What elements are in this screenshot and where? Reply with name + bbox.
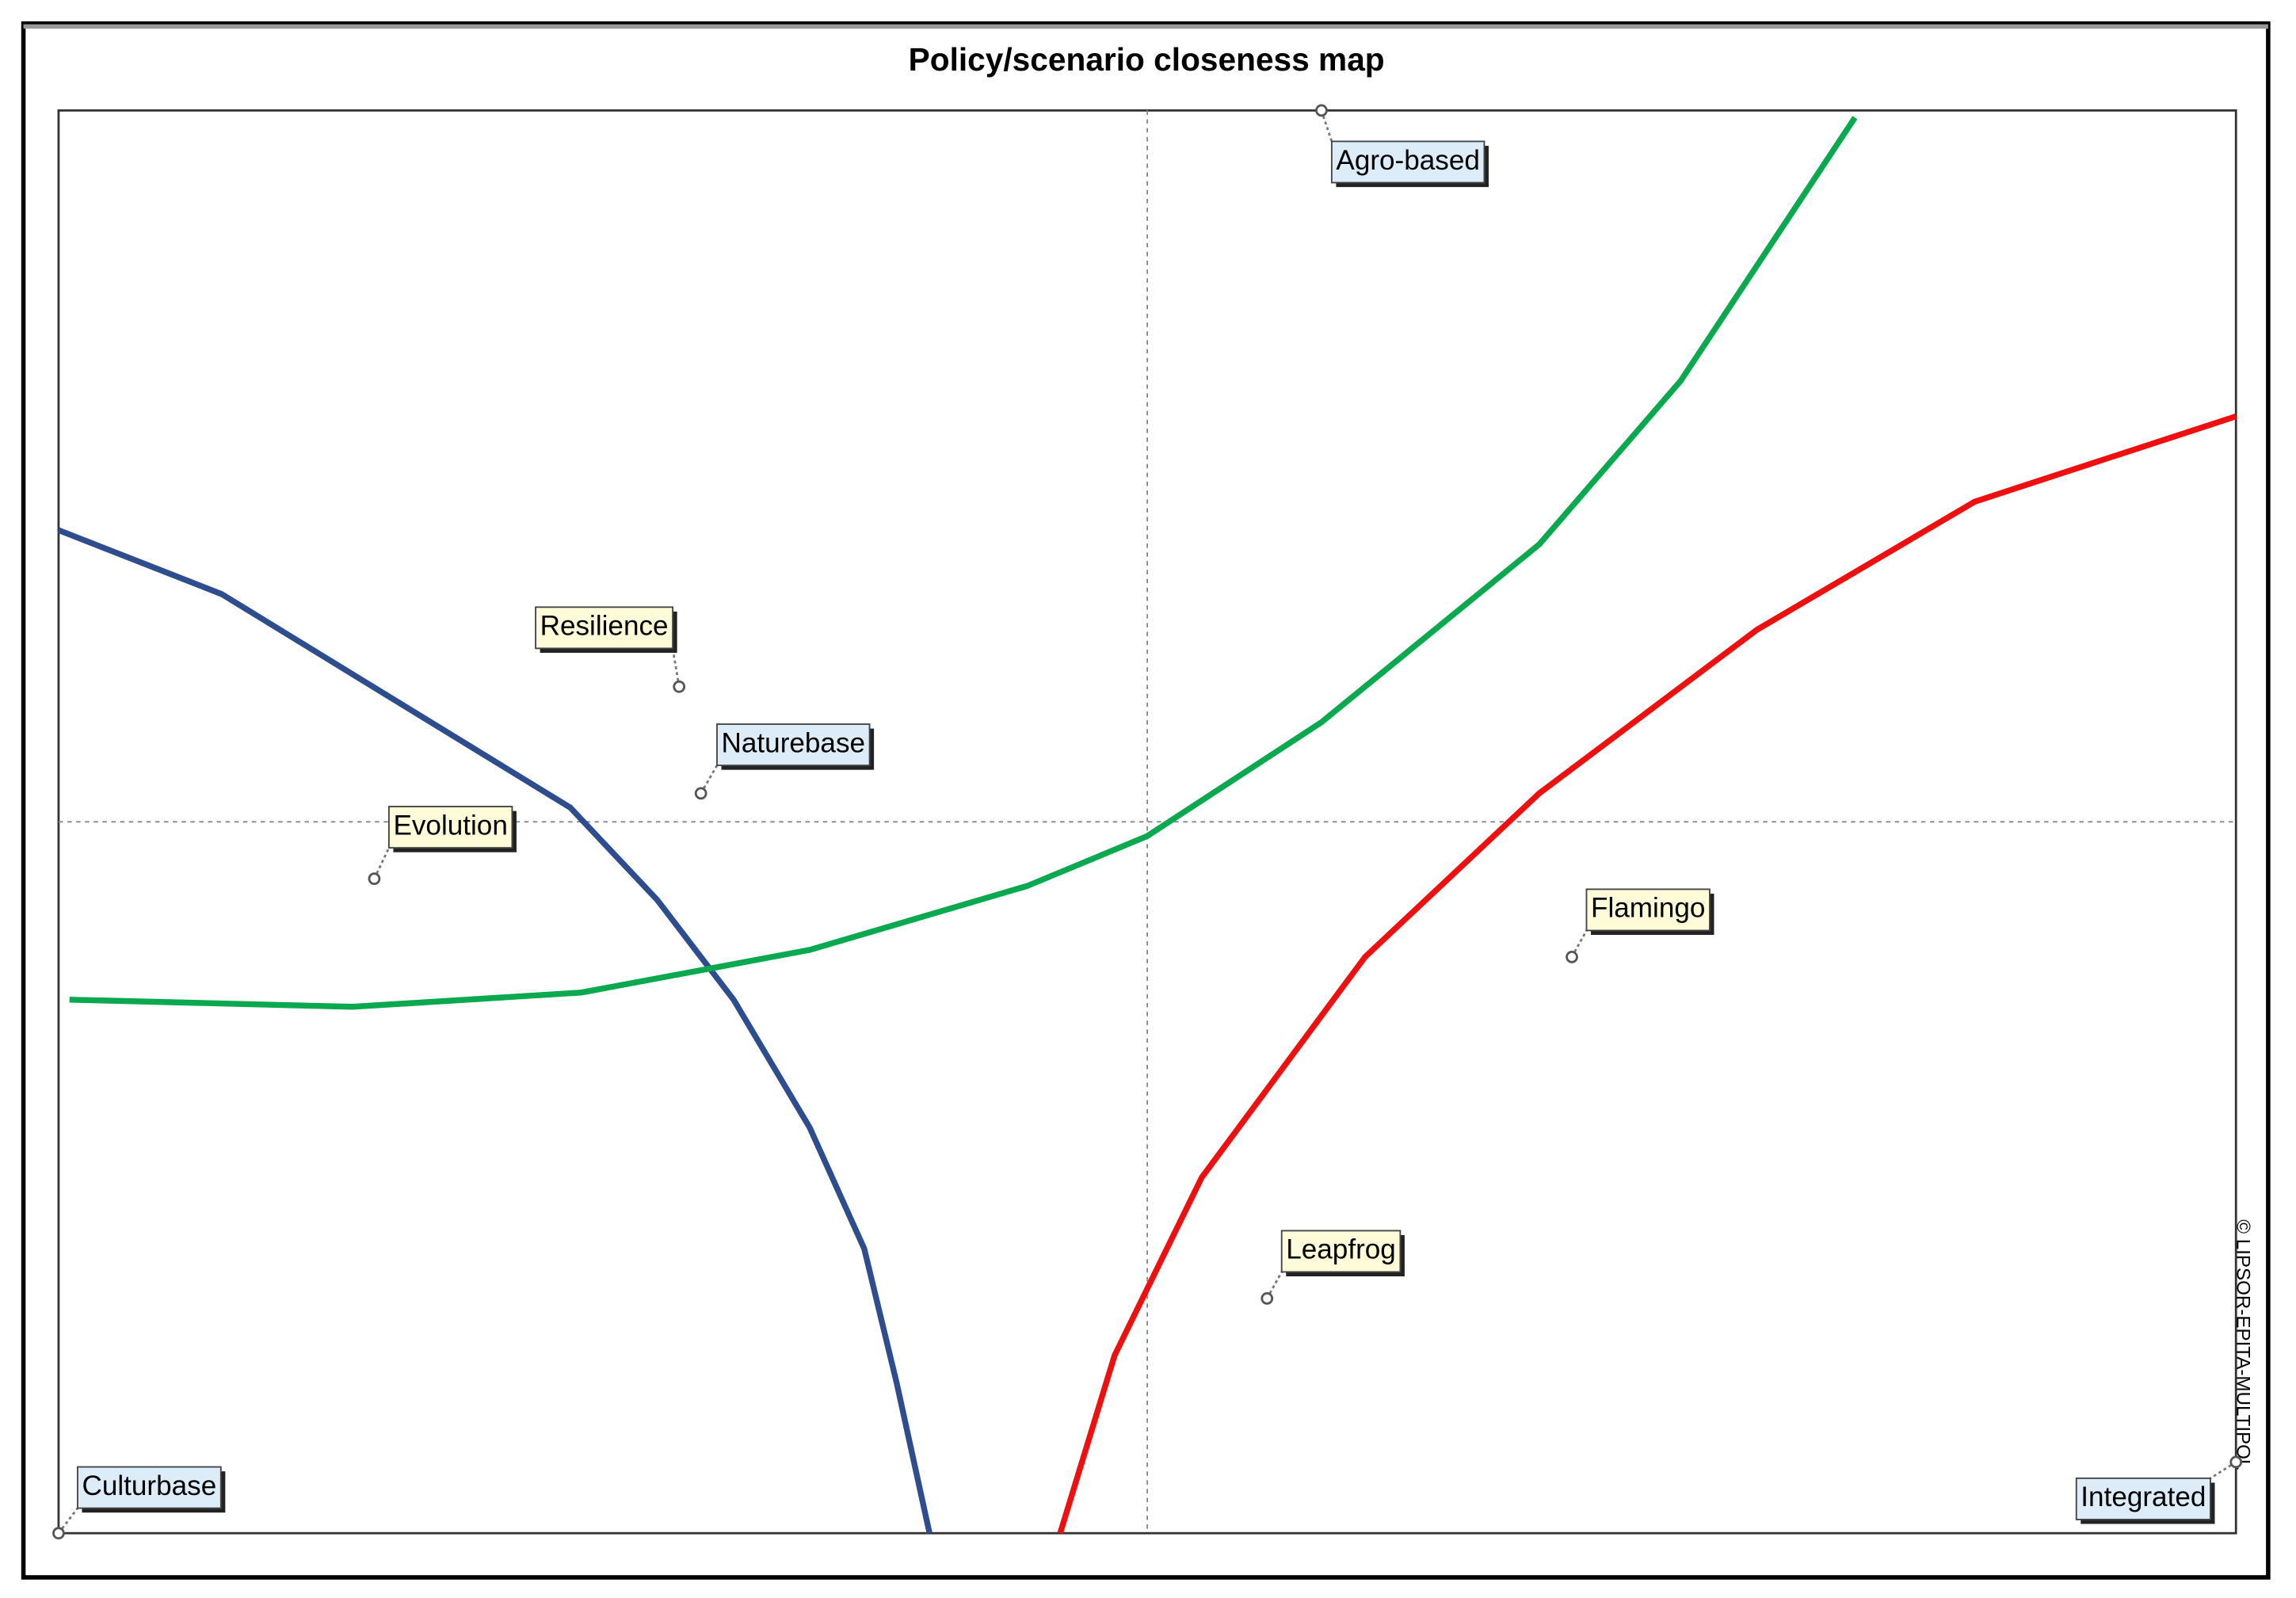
point (52, 1527, 65, 1540)
label-box (1330, 140, 1486, 184)
chart-title: Policy/scenario closeness map (909, 41, 1385, 78)
label-box (716, 723, 871, 767)
point (673, 680, 686, 693)
frame (21, 21, 2271, 1580)
label-box (535, 606, 674, 650)
point (2229, 1455, 2243, 1469)
label-box (77, 1466, 222, 1509)
leader-line (1266, 1271, 1283, 1299)
point-label: Integrated (2081, 1482, 2206, 1512)
label-box (2075, 1477, 2211, 1520)
label-box (387, 806, 513, 849)
point-label: Naturebase (722, 727, 865, 758)
point-label: Leapfrog (1286, 1234, 1396, 1265)
point-label: Resilience (540, 611, 669, 642)
point-label: Culturbase (82, 1470, 216, 1501)
point-label: Flamingo (1591, 893, 1705, 924)
point (694, 787, 707, 800)
point (1261, 1292, 1274, 1305)
point-label: Agro-based (1336, 145, 1479, 176)
label-box (1585, 888, 1711, 932)
leader-line (2210, 1461, 2237, 1480)
point (1315, 104, 1328, 117)
point (368, 872, 381, 886)
credit: © LIPSOR-EPITA-MULTIPOL (2232, 1219, 2253, 1470)
label-box (1280, 1230, 1402, 1273)
point-label: Evolution (393, 810, 507, 841)
curve (1057, 413, 2237, 1535)
leader-line (671, 648, 681, 687)
leader-line (1570, 929, 1588, 958)
leader-line (57, 1507, 79, 1535)
curve (57, 527, 933, 1535)
point (1566, 951, 1578, 963)
curve (69, 116, 1858, 1010)
